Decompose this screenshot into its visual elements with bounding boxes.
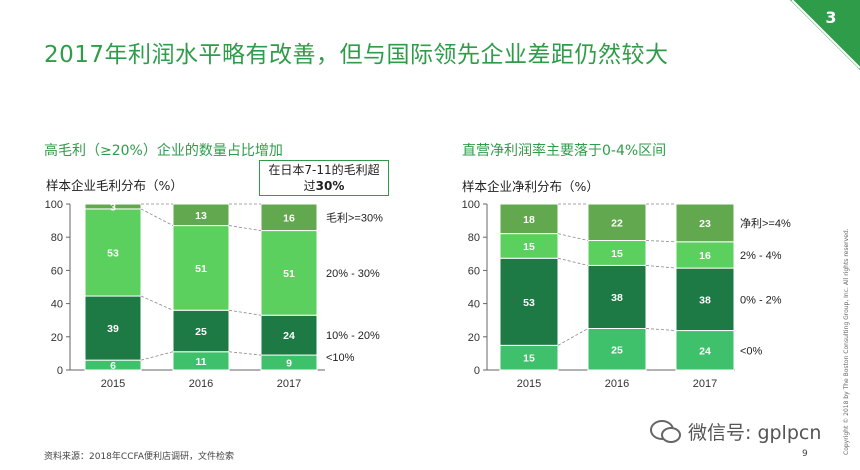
corner-triangle-inner	[804, 0, 860, 56]
data-label: 25	[611, 344, 623, 356]
legend-label: <0%	[740, 345, 763, 357]
data-label: 3	[110, 201, 116, 213]
data-label: 24	[283, 330, 295, 342]
callout-line2: 过30%	[260, 178, 388, 194]
data-label: 9	[286, 358, 292, 370]
y-tick-label: 40	[468, 299, 480, 311]
bar-segment	[499, 203, 559, 235]
left-subtitle: 高毛利（≥20%）企业的数量占比增加	[44, 143, 283, 159]
bar-segment	[172, 203, 230, 227]
y-tick-label: 0	[474, 365, 480, 377]
data-label: 22	[611, 217, 623, 229]
data-label: 13	[195, 210, 207, 222]
y-tick-label: 20	[51, 332, 63, 344]
bar-segment	[84, 203, 142, 210]
data-label: 53	[523, 297, 535, 309]
bar-segment	[587, 328, 647, 371]
connector-line	[228, 225, 262, 231]
slide-title: 2017年利润水平略有改善，但与国际领先企业差距仍然较大	[44, 42, 669, 68]
data-label: 11	[195, 356, 206, 368]
legend-label: 10% - 20%	[326, 330, 380, 342]
data-label: 25	[195, 326, 207, 338]
data-label: 16	[283, 212, 295, 224]
x-tick-label: 2017	[277, 378, 301, 390]
connector-line	[557, 233, 589, 241]
bar-segment	[675, 267, 735, 332]
y-tick-label: 40	[51, 299, 63, 311]
source-note: 资料来源：2018年CCFA便利店调研，文件检索	[44, 452, 234, 462]
corner-line	[791, 0, 860, 69]
connector-line	[140, 208, 174, 226]
bar-segment	[260, 314, 318, 356]
page-badge: 3	[825, 8, 837, 27]
y-tick-label: 80	[468, 232, 480, 244]
bar-segment	[260, 203, 318, 232]
legend-label: 净利>=4%	[740, 216, 791, 230]
legend-label: 20% - 30%	[326, 268, 380, 280]
y-tick-label: 100	[45, 199, 63, 211]
connector-line	[140, 351, 174, 361]
bar-segment	[172, 309, 230, 353]
data-label: 38	[611, 292, 623, 304]
copyright-note: Copyright © 2018 by The Boston Consultin…	[843, 228, 850, 455]
connector-line	[557, 328, 589, 346]
legend-label: 毛利>=30%	[326, 211, 383, 224]
callout-box: 在日本7-11的毛利超 过30%	[259, 160, 389, 196]
left-chart-title: 样本企业毛利分布（%）	[46, 178, 183, 193]
bar-segment	[675, 241, 735, 269]
legend-label: <10%	[326, 352, 355, 364]
connector-line	[557, 257, 589, 266]
x-tick-label: 2017	[693, 378, 717, 390]
data-label: 18	[523, 214, 535, 226]
callout-bold: 30%	[315, 179, 345, 193]
connector-line	[645, 328, 677, 331]
y-tick-label: 60	[468, 265, 480, 277]
y-tick-label: 60	[51, 265, 63, 277]
watermark: 微信号: gplpcn	[688, 422, 822, 444]
legend-label: 2% - 4%	[740, 250, 782, 262]
callout-prefix: 过	[303, 179, 316, 193]
data-label: 15	[611, 248, 623, 260]
bar-segment	[587, 264, 647, 330]
data-label: 23	[699, 218, 711, 230]
connector-line	[228, 309, 262, 316]
page-number: 9	[802, 449, 808, 459]
y-tick-label: 0	[57, 365, 63, 377]
data-label: 51	[195, 263, 207, 275]
data-label: 15	[523, 353, 535, 365]
data-label: 16	[699, 250, 711, 262]
corner-decoration	[790, 0, 860, 70]
y-tick-label: 80	[51, 232, 63, 244]
data-label: 15	[523, 241, 535, 253]
data-label: 39	[107, 323, 119, 335]
x-tick-label: 2015	[101, 378, 125, 390]
connector-line	[140, 295, 174, 311]
connector-line	[645, 240, 677, 243]
bar-segment	[675, 203, 735, 243]
x-tick-label: 2016	[605, 378, 629, 390]
y-tick-label: 20	[468, 332, 480, 344]
right-chart-title: 样本企业净利分布（%）	[462, 179, 599, 194]
data-label: 24	[699, 345, 711, 357]
connector-line	[228, 351, 262, 356]
y-tick-label: 100	[462, 199, 480, 211]
connector-line	[645, 265, 677, 269]
data-label: 6	[110, 360, 116, 372]
bar-segment	[675, 330, 735, 371]
wechat-icon	[650, 420, 681, 443]
data-label: 51	[283, 268, 295, 280]
x-tick-label: 2016	[189, 378, 213, 390]
data-label: 38	[699, 294, 711, 306]
bar-segment	[172, 225, 230, 311]
bar-segment	[260, 230, 318, 316]
data-label: 53	[107, 247, 119, 259]
legend-label: 0% - 2%	[740, 294, 782, 306]
callout-line1: 在日本7-11的毛利超	[268, 163, 380, 177]
bar-segment	[587, 203, 647, 242]
x-tick-label: 2015	[517, 378, 541, 390]
right-subtitle: 直营净利润率主要落于0-4%区间	[462, 143, 667, 159]
